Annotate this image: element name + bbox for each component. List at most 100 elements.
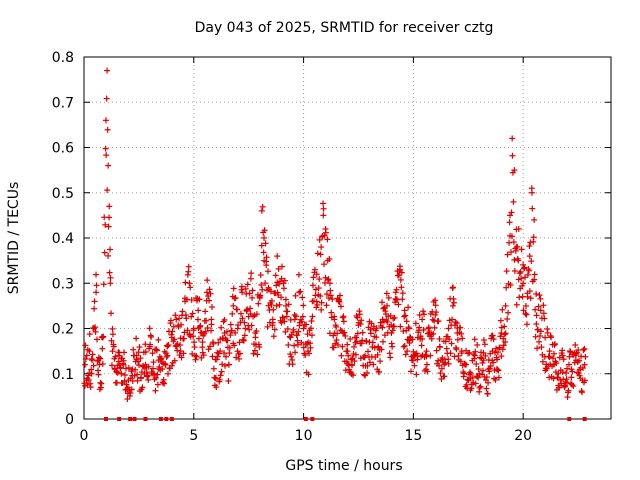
data-point xyxy=(324,236,331,243)
data-point xyxy=(163,353,170,360)
data-point xyxy=(109,325,116,332)
data-point xyxy=(333,323,340,330)
data-point xyxy=(112,353,119,360)
data-point xyxy=(522,310,529,317)
data-point xyxy=(122,365,129,372)
data-point xyxy=(536,332,543,339)
data-point xyxy=(370,361,377,368)
data-point xyxy=(536,292,543,299)
data-point xyxy=(497,317,504,324)
data-point xyxy=(102,117,109,124)
data-point xyxy=(155,336,162,343)
data-point xyxy=(316,276,323,283)
data-point xyxy=(518,275,525,282)
data-point xyxy=(534,345,541,352)
data-point xyxy=(86,331,93,338)
data-point xyxy=(310,274,317,281)
data-point xyxy=(403,327,410,334)
data-point xyxy=(318,299,325,306)
data-point xyxy=(343,348,350,355)
data-point xyxy=(109,348,116,355)
data-point xyxy=(556,354,563,361)
data-point xyxy=(215,339,222,346)
data-point xyxy=(537,307,544,314)
data-point xyxy=(148,333,155,340)
data-point xyxy=(323,291,330,298)
data-point xyxy=(161,380,168,387)
data-point xyxy=(423,353,430,360)
data-point xyxy=(397,323,404,330)
data-point xyxy=(314,301,321,308)
data-point xyxy=(254,351,261,358)
data-point xyxy=(520,307,527,314)
data-point xyxy=(308,325,315,332)
data-point xyxy=(433,309,440,316)
data-point xyxy=(492,376,499,383)
y-tick-label: 0.1 xyxy=(52,367,74,383)
data-point xyxy=(207,343,214,350)
data-point xyxy=(446,336,453,343)
data-point xyxy=(541,315,548,322)
data-point xyxy=(308,318,315,325)
data-point xyxy=(273,302,280,309)
data-point xyxy=(508,209,515,216)
data-point xyxy=(471,336,478,343)
data-point xyxy=(318,244,325,251)
data-point xyxy=(508,249,515,256)
data-point xyxy=(152,387,159,394)
data-point xyxy=(379,324,386,331)
data-point xyxy=(512,247,519,254)
data-point xyxy=(276,301,283,308)
data-point xyxy=(435,357,442,364)
data-point xyxy=(495,374,502,381)
zero-point xyxy=(103,417,108,421)
data-point xyxy=(402,351,409,358)
data-point xyxy=(222,353,229,360)
data-point xyxy=(180,350,187,357)
data-point xyxy=(272,272,279,279)
data-point xyxy=(291,342,298,349)
data-point xyxy=(318,306,325,313)
data-point xyxy=(251,347,258,354)
zero-point xyxy=(169,417,174,421)
data-point xyxy=(403,318,410,325)
data-point xyxy=(565,361,572,368)
data-point xyxy=(478,355,485,362)
data-point xyxy=(284,308,291,315)
data-point xyxy=(374,351,381,358)
data-point xyxy=(230,285,237,292)
data-point xyxy=(367,330,374,337)
data-point xyxy=(227,332,234,339)
data-point xyxy=(546,348,553,355)
data-point xyxy=(358,317,365,324)
data-point xyxy=(190,333,197,340)
data-point xyxy=(161,348,168,355)
data-point xyxy=(484,390,491,397)
y-tick-label: 0 xyxy=(65,412,74,428)
data-point xyxy=(261,227,268,234)
x-tick-label: 0 xyxy=(80,428,89,444)
data-point xyxy=(553,360,560,367)
data-point xyxy=(568,374,575,381)
x-axis-label: GPS time / hours xyxy=(285,458,402,474)
data-point xyxy=(231,342,238,349)
data-point xyxy=(466,349,473,356)
data-point xyxy=(395,301,402,308)
data-point xyxy=(127,390,134,397)
data-point xyxy=(206,297,213,304)
data-point xyxy=(269,319,276,326)
data-point xyxy=(450,284,457,291)
data-point xyxy=(502,302,509,309)
data-point xyxy=(487,350,494,357)
data-point xyxy=(97,355,104,362)
data-point xyxy=(154,371,161,378)
data-point xyxy=(244,306,251,313)
data-point xyxy=(167,317,174,324)
data-point xyxy=(540,302,547,309)
data-point xyxy=(186,280,193,287)
y-tick-label: 0.7 xyxy=(52,95,74,111)
data-point xyxy=(445,325,452,332)
data-point xyxy=(84,346,91,353)
data-point xyxy=(105,162,112,169)
x-axis-ticks: 0 5 10 15 20 xyxy=(80,57,532,444)
